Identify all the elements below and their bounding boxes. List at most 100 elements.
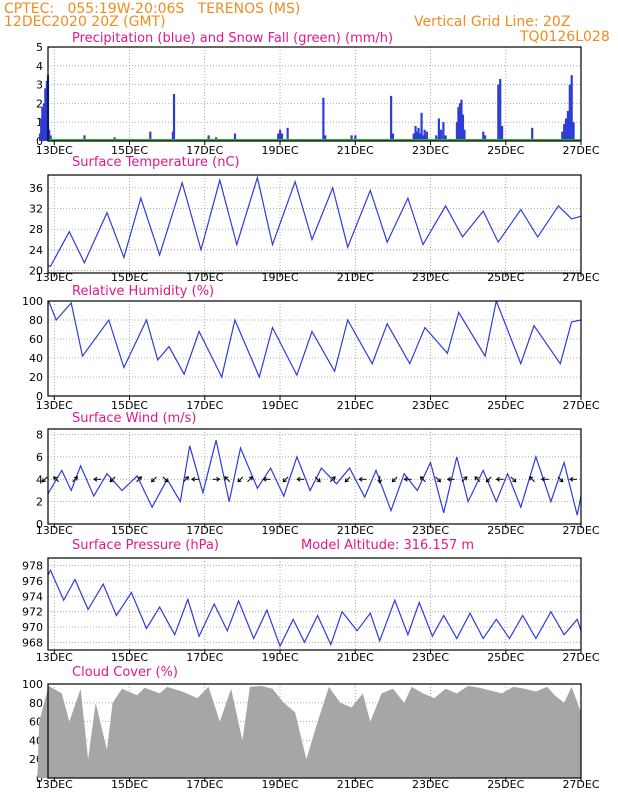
y-tick-label: 968: [22, 636, 43, 649]
y-tick-label: 972: [22, 606, 43, 619]
wind-arrow-shaft: [109, 476, 116, 483]
precip-bar: [423, 129, 426, 141]
panel-frame: [47, 300, 582, 397]
x-tick-label: 15DEC: [111, 144, 148, 157]
wind-arrow-head: [485, 478, 490, 483]
y-tick-label: 1: [36, 116, 43, 129]
precip-bar: [149, 131, 152, 141]
x-tick-label: 19DEC: [261, 524, 298, 537]
wind-arrow: [391, 476, 398, 483]
x-tick-label: 27DEC: [562, 271, 599, 284]
wind-arrow: [282, 476, 289, 483]
wind-arrow-head: [331, 476, 336, 481]
wind-arrow-head: [150, 478, 156, 483]
precip-bar: [440, 129, 443, 141]
y-tick-label: 60: [29, 333, 43, 346]
wind-arrow: [495, 476, 504, 482]
wind-arrow-head: [262, 476, 267, 482]
wind-arrow-head: [391, 478, 396, 483]
y-tick-label: 4: [36, 60, 43, 73]
y-tick-label: 2: [36, 496, 43, 509]
wind-arrow-shaft: [486, 476, 492, 483]
x-tick-label: 19DEC: [261, 778, 298, 791]
x-tick-label: 15DEC: [111, 778, 148, 791]
precip-bar: [435, 135, 438, 141]
x-tick-label: 25DEC: [487, 399, 524, 412]
wind-arrow: [296, 476, 305, 482]
station-title: CPTEC: 055:19W-20:06S TERENOS (MS): [4, 1, 301, 17]
x-tick-label: 27DEC: [562, 524, 599, 537]
wind-arrow-shaft: [420, 476, 426, 483]
panel-precipitation: 0 1 2 3 4 5 13DEC 15DEC 17DEC 19DEC 21DEC 23DEC 25DE…: [36, 31, 600, 157]
x-tick-label: 23DEC: [412, 524, 449, 537]
panel-wind: 0 2 4 6 8 13DEC 15DEC 17DEC 19DEC 21DEC 23DEC 25DEC…: [36, 411, 600, 537]
wind-arrow: [446, 476, 455, 482]
y-tick-label: 100: [22, 678, 43, 691]
x-tick-label: 21DEC: [337, 399, 374, 412]
wind-arrow: [461, 476, 468, 483]
wind-arrow: [53, 476, 59, 483]
wind-arrow: [93, 476, 102, 482]
y-tick-label: 0: [36, 135, 43, 148]
precip-bar: [463, 129, 466, 141]
precip-bar: [286, 127, 289, 141]
wind-arrow-head: [512, 478, 517, 483]
x-tick-label: 25DEC: [487, 271, 524, 284]
x-tick-label: 15DEC: [111, 524, 148, 537]
x-tick-label: 13DEC: [36, 271, 73, 284]
x-tick-label: 27DEC: [562, 651, 599, 664]
x-tick-label: 23DEC: [412, 144, 449, 157]
wind-arrow-head: [446, 476, 451, 482]
panel-pressure: 968 970 972 974 976 978 13DEC 15DEC 17DEC 19DEC 21…: [22, 538, 600, 664]
precip-bar: [390, 95, 393, 141]
x-tick-label: 17DEC: [186, 271, 223, 284]
wind-arrow-head: [474, 476, 479, 481]
wind-arrow-head: [296, 476, 301, 482]
y-tick-label: 974: [22, 590, 43, 603]
wind-arrow-shaft: [435, 476, 441, 483]
x-tick-label: 15DEC: [111, 399, 148, 412]
precip-bar: [83, 135, 86, 141]
x-tick-label: 23DEC: [412, 399, 449, 412]
wind-arrow: [419, 476, 426, 483]
x-tick-label: 23DEC: [412, 271, 449, 284]
wind-arrow-shaft: [344, 476, 351, 483]
panel-title: Surface Temperature (nC): [72, 155, 240, 170]
x-tick-label: 17DEC: [186, 651, 223, 664]
precip-bar: [437, 118, 440, 141]
precip-bar: [48, 129, 51, 141]
wind-arrow-shaft: [42, 476, 48, 483]
wind-arrow-head: [224, 476, 229, 481]
y-tick-label: 978: [22, 560, 43, 573]
x-tick-label: 21DEC: [337, 524, 374, 537]
panel-humidity: 0 20 40 60 80 100 13DEC 15DEC 17DEC 19DEC 21DEC 23D…: [22, 284, 600, 412]
precip-bar: [572, 122, 575, 141]
x-tick-label: 13DEC: [36, 399, 73, 412]
x-tick-label: 25DEC: [487, 778, 524, 791]
precip-bar: [442, 122, 445, 141]
wind-arrow: [224, 476, 231, 483]
x-tick-label: 17DEC: [186, 524, 223, 537]
wind-arrow-head: [109, 478, 114, 483]
precip-bar: [171, 131, 174, 141]
wind-arrow-head: [184, 476, 190, 481]
panel-frame: [47, 557, 582, 651]
wind-arrow-shaft: [247, 476, 253, 483]
x-tick-label: 27DEC: [562, 399, 599, 412]
y-tick-label: 20: [29, 264, 43, 277]
x-tick-label: 25DEC: [487, 651, 524, 664]
humidity-series-line: [48, 301, 581, 379]
temperature-series-line: [48, 175, 581, 268]
precip-bar: [49, 135, 52, 141]
wind-arrow-head: [164, 478, 169, 483]
y-tick-label: 0: [36, 390, 43, 403]
wind-arrow: [237, 476, 244, 483]
x-tick-label: 21DEC: [337, 271, 374, 284]
precip-bar: [280, 133, 284, 141]
precip-bar: [482, 131, 485, 141]
x-tick-label: 27DEC: [562, 778, 599, 791]
wind-arrow-head: [237, 478, 242, 483]
precip-bar: [350, 135, 353, 141]
wind-arrow-head: [436, 478, 442, 483]
y-tick-label: 2: [36, 97, 43, 110]
